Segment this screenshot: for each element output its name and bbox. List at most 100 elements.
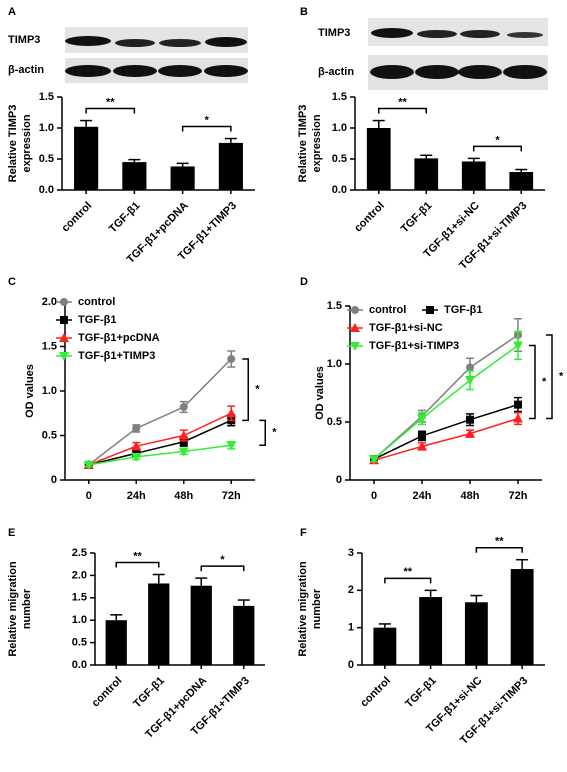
y-tick-label: 1.5: [42, 340, 57, 352]
y-tick-label: 2.0: [72, 569, 87, 581]
y-tick-label: 2.0: [42, 296, 57, 308]
significance-bracket: [475, 546, 523, 553]
legend-marker: [60, 298, 68, 306]
marker: [417, 414, 427, 424]
error-bar: [80, 119, 93, 127]
series-line: [88, 419, 232, 466]
x-tick-label: control: [59, 200, 94, 235]
legend-label: TGF-β1: [444, 304, 483, 316]
y-axis-label: OD values: [314, 366, 326, 420]
error-bar: [237, 599, 250, 606]
x-tick-label: TGF-β1: [131, 675, 167, 711]
y-tick-label: 0: [336, 474, 342, 486]
y-tick-label: 1.0: [327, 358, 342, 370]
marker: [178, 430, 189, 440]
y-tick-label: 1.5: [327, 300, 342, 312]
series-line: [373, 344, 519, 460]
bar: [419, 597, 443, 665]
significance-bracket: [384, 577, 432, 584]
blot-label: TIMP3: [8, 34, 40, 46]
x-tick-label: 72h: [222, 490, 241, 502]
series-line: [373, 403, 519, 460]
significance-label: **: [495, 536, 504, 548]
x-tick-label: TGF-β1: [403, 675, 439, 711]
significance-bracket: [181, 125, 232, 132]
legend-marker: [59, 333, 69, 342]
x-tick-label: 72h: [509, 490, 528, 502]
significance-bracket: [546, 334, 553, 420]
bar: [148, 583, 170, 665]
error-bar: [176, 162, 189, 167]
significance-label: **: [398, 96, 407, 108]
bar: [170, 166, 195, 190]
legend-marker: [351, 306, 359, 314]
significance-bracket: [242, 358, 249, 422]
marker: [178, 447, 189, 457]
marker: [418, 431, 426, 440]
bar: [122, 162, 147, 190]
y-tick-label: 0: [348, 659, 354, 671]
y-axis-label: expression: [21, 114, 33, 172]
legend-label: TGF-β1+si-NC: [369, 322, 443, 334]
significance-label: *: [272, 427, 277, 439]
significance-label: **: [106, 96, 115, 108]
panel-letter: E: [8, 527, 15, 539]
marker: [466, 415, 474, 424]
panel-letter: F: [300, 527, 307, 539]
error-bar: [420, 154, 433, 159]
error-bar: [224, 137, 237, 143]
series-line: [88, 358, 232, 466]
blot-a: [65, 27, 248, 83]
significance-label: *: [559, 371, 564, 383]
bar: [105, 620, 127, 665]
error-bar: [110, 614, 123, 621]
legend-label: TGF-β1: [78, 314, 117, 326]
x-tick-label: TGF-β1: [107, 200, 143, 236]
legend-label: TGF-β1+TIMP3: [78, 350, 155, 362]
marker: [513, 413, 523, 423]
marker: [83, 460, 94, 470]
significance-label: *: [205, 114, 210, 126]
y-axis-label: number: [311, 588, 323, 629]
y-axis-label: expression: [311, 114, 323, 172]
series-line: [373, 334, 519, 460]
bar: [74, 126, 99, 190]
x-tick-label: 48h: [461, 490, 480, 502]
error-bar: [372, 119, 385, 128]
series-line: [88, 412, 232, 466]
y-tick-label: 0.0: [72, 659, 87, 671]
marker: [226, 408, 237, 418]
significance-bracket: [473, 145, 522, 152]
y-axis-label: Relative TIMP3: [297, 105, 309, 183]
bar: [461, 161, 486, 190]
bar: [218, 142, 243, 190]
bar: [366, 128, 391, 190]
y-tick-label: 1.5: [72, 592, 87, 604]
marker: [179, 403, 188, 412]
x-tick-label: 48h: [174, 490, 193, 502]
marker: [131, 441, 142, 451]
significance-bracket: [378, 107, 427, 114]
marker: [226, 441, 237, 451]
y-tick-label: 1.0: [332, 122, 347, 134]
x-tick-label: control: [358, 675, 393, 710]
marker: [131, 452, 142, 462]
marker: [132, 424, 141, 433]
marker: [179, 437, 188, 446]
y-axis-label: Relative TIMP3: [7, 105, 19, 183]
marker: [465, 376, 475, 386]
series-line: [373, 417, 519, 462]
blot-label: β-actin: [318, 66, 354, 78]
x-tick-label: control: [352, 200, 387, 235]
significance-label: *: [220, 554, 225, 566]
blot-label: β-actin: [8, 64, 44, 76]
legend-marker: [426, 306, 434, 314]
y-tick-label: 0: [51, 474, 57, 486]
panel-letter: A: [8, 6, 16, 18]
significance-label: *: [495, 134, 500, 146]
panel: E Relative migration number 0.0 0.5 1.0 1.5 2.0…: [7, 527, 265, 741]
significance-label: **: [133, 550, 142, 562]
error-bar: [378, 623, 391, 628]
marker: [227, 354, 236, 363]
x-tick-label: control: [90, 675, 125, 710]
